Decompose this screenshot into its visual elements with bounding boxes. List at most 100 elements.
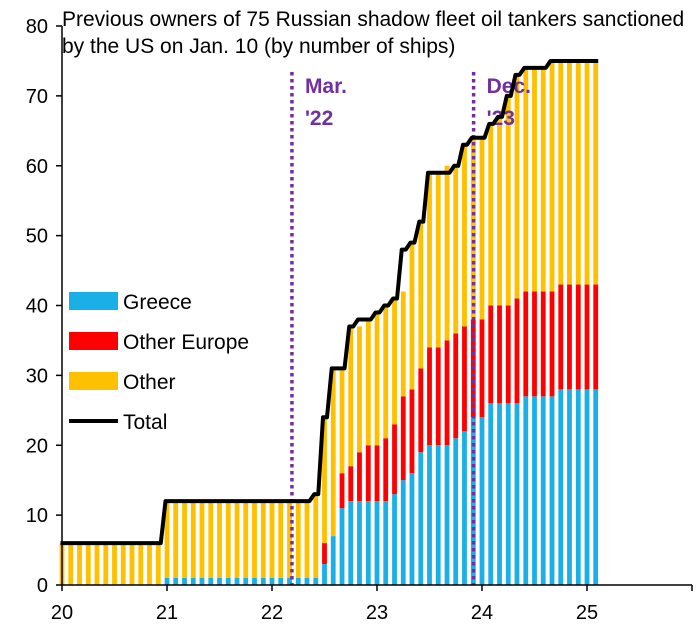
bar-greece xyxy=(532,396,537,585)
bar-other xyxy=(199,501,205,579)
bar-greece xyxy=(584,389,590,585)
x-tick-label: 20 xyxy=(51,602,73,624)
bar-greece xyxy=(549,396,555,585)
bar-greece xyxy=(488,403,494,585)
bar-other xyxy=(234,501,240,579)
bar-other xyxy=(418,221,424,369)
bar-greece xyxy=(208,578,214,585)
bar-other-europe xyxy=(567,284,572,390)
bar-other xyxy=(427,172,432,348)
bar-greece xyxy=(252,578,257,585)
bar-greece xyxy=(444,445,450,585)
bar-other-europe xyxy=(523,291,529,397)
y-tick-label: 0 xyxy=(37,575,48,597)
bar-other xyxy=(295,501,301,579)
bar-greece xyxy=(243,578,249,585)
bar-other-europe xyxy=(400,396,406,481)
bar-other xyxy=(523,67,529,292)
bar-greece xyxy=(365,501,371,585)
bar-other xyxy=(217,501,222,579)
bar-greece xyxy=(190,578,196,585)
x-tick-label: 24 xyxy=(471,602,493,624)
y-tick-label: 60 xyxy=(26,156,48,178)
legend-label: Other xyxy=(123,371,176,394)
legend-label: Total xyxy=(123,411,167,434)
bar-other xyxy=(444,165,450,341)
bar-greece xyxy=(304,578,310,585)
legend-swatch-other-europe xyxy=(69,332,118,350)
bar-greece xyxy=(409,473,415,585)
bar-other xyxy=(103,543,109,585)
bar-other xyxy=(365,319,371,446)
bar-other xyxy=(453,165,459,334)
bar-other-europe xyxy=(575,284,581,390)
bar-other-europe xyxy=(549,291,555,397)
bar-other-europe xyxy=(497,305,502,404)
bar-other-europe xyxy=(532,291,537,397)
bar-greece xyxy=(505,403,511,585)
bar-other-europe xyxy=(488,305,494,404)
bar-other xyxy=(558,60,564,285)
legend-swatch-greece xyxy=(69,292,118,310)
bar-other xyxy=(182,501,187,579)
legend-label: Other Europe xyxy=(123,331,249,354)
bar-greece xyxy=(383,501,389,585)
bar-other-europe xyxy=(427,347,432,446)
bar-greece xyxy=(593,389,599,585)
bar-other-europe xyxy=(339,473,345,509)
bar-other xyxy=(129,543,135,585)
bar-greece xyxy=(374,501,380,585)
bar-greece xyxy=(199,578,205,585)
bar-other xyxy=(120,543,126,585)
chart-title: Previous owners of 75 Russian shadow fle… xyxy=(62,8,685,58)
bar-greece xyxy=(234,578,240,585)
bar-other xyxy=(392,298,397,425)
bar-other xyxy=(112,543,117,585)
legend-label: Greece xyxy=(123,291,192,314)
bar-other-europe xyxy=(409,389,415,474)
x-tick-label: 22 xyxy=(261,602,283,624)
bar-other xyxy=(348,326,354,467)
bar-other xyxy=(269,501,275,579)
bar-greece xyxy=(173,578,179,585)
bar-other xyxy=(374,312,380,446)
bar-other xyxy=(435,172,441,348)
bar-greece xyxy=(400,480,406,585)
bar-greece xyxy=(357,501,362,585)
bar-other xyxy=(505,95,511,306)
bar-other-europe xyxy=(322,543,327,565)
bar-greece xyxy=(164,578,170,585)
bar-other xyxy=(304,501,310,579)
bar-greece xyxy=(313,578,319,585)
bar-other xyxy=(400,291,406,397)
bar-greece xyxy=(339,508,345,585)
bar-other xyxy=(243,501,249,579)
y-tick-label: 80 xyxy=(26,16,48,38)
bar-greece xyxy=(575,389,581,585)
bar-other xyxy=(313,494,319,579)
bar-other xyxy=(497,116,502,306)
bar-other xyxy=(532,67,537,292)
bar-other-europe xyxy=(444,340,450,446)
total-line-group xyxy=(60,58,599,546)
bar-other-europe xyxy=(453,333,459,439)
y-tick-label: 50 xyxy=(26,226,48,248)
bar-other xyxy=(357,326,362,453)
bar-other-europe xyxy=(435,347,441,446)
bar-greece xyxy=(269,578,275,585)
bar-greece xyxy=(217,578,222,585)
bar-other xyxy=(488,123,494,306)
bar-greece xyxy=(514,403,520,585)
bar-other xyxy=(138,543,144,585)
bar-other xyxy=(549,60,555,292)
bar-greece xyxy=(567,389,572,585)
legend-swatch-other xyxy=(69,372,118,390)
axes-group: 0 10 20 30 40 50 60 70 80 20 21 22 23 24 25 xyxy=(26,16,693,624)
bar-other-europe xyxy=(418,368,424,453)
y-tick-label: 70 xyxy=(26,86,48,108)
bar-other-europe xyxy=(462,326,467,432)
bar-greece xyxy=(260,578,266,585)
bar-other-europe xyxy=(348,466,354,502)
bar-greece xyxy=(278,578,284,585)
